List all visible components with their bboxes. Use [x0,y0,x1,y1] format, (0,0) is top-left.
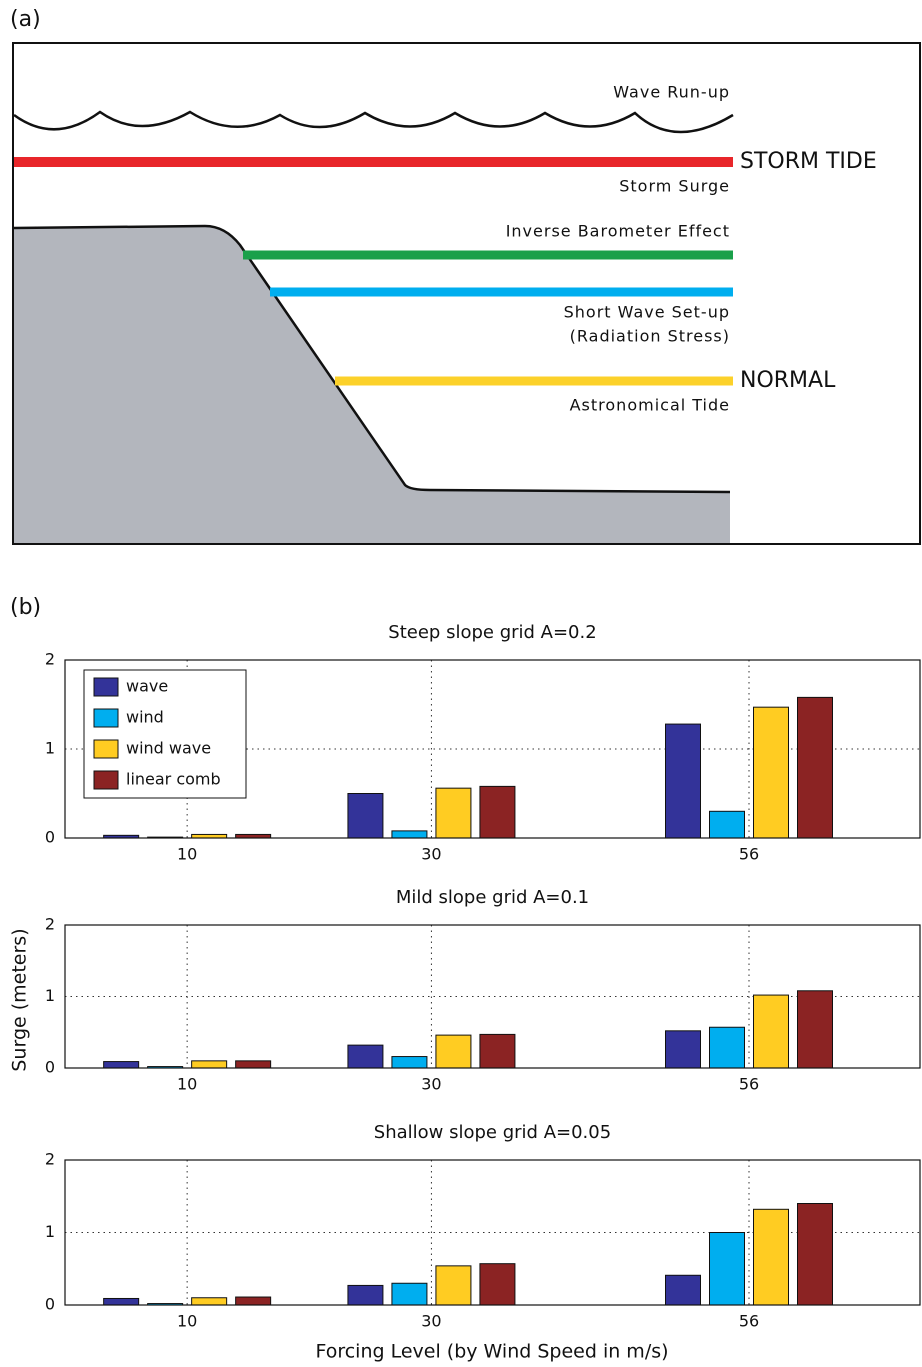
y-axis-label: Surge (meters) [9,928,31,1071]
level-text: Wave Run-up [613,83,730,102]
bar [392,1057,427,1068]
bar [192,1061,227,1068]
bar [480,786,515,838]
y-tick-label: 2 [45,1150,55,1169]
bar [436,788,471,838]
y-tick-label: 0 [45,828,55,847]
y-tick-label: 1 [45,1222,55,1241]
bar [754,995,789,1068]
bar [666,724,701,838]
legend-label: linear comb [126,770,221,789]
bar [392,1283,427,1305]
page: (a) STORM TIDE NORMAL Wave Run-up Storm … [0,0,922,1367]
panel-label: (a) [10,7,41,32]
legend-label: wind [126,708,164,727]
bar [710,1233,745,1306]
level-text: (Radiation Stress) [570,327,730,346]
bar [666,1275,701,1305]
y-tick-label: 1 [45,739,55,758]
y-tick-label: 2 [45,915,55,934]
chart-title: Shallow slope grid A=0.05 [374,1122,611,1143]
chart-title: Mild slope grid A=0.1 [396,887,589,908]
x-axis-label: Forcing Level (by Wind Speed in m/s) [315,1341,668,1363]
bar [798,697,833,838]
level-text: Short Wave Set-up [564,303,730,322]
legend-swatch [94,771,118,789]
x-tick-label: 10 [177,1075,197,1094]
bar [348,794,383,839]
bar [192,1298,227,1305]
y-tick-label: 1 [45,986,55,1005]
x-tick-label: 30 [421,1075,441,1094]
bar [666,1031,701,1068]
bar [392,831,427,838]
panel-label: (b) [10,595,41,620]
bar [348,1285,383,1305]
x-tick-label: 10 [177,1312,197,1331]
x-tick-label: 30 [421,1312,441,1331]
y-tick-label: 0 [45,1058,55,1077]
chart-title: Steep slope grid A=0.2 [388,622,596,643]
level-text: Storm Surge [619,177,730,196]
bar [236,1297,271,1305]
bar [436,1266,471,1305]
legend-label: wave [126,677,168,696]
bar [710,811,745,838]
level-label: STORM TIDE [740,149,877,174]
legend-label: wind wave [126,739,211,758]
x-tick-label: 10 [177,845,197,864]
bar [798,991,833,1068]
x-tick-label: 30 [421,845,441,864]
level-text: Inverse Barometer Effect [506,222,730,241]
figure: (a) STORM TIDE NORMAL Wave Run-up Storm … [0,0,922,1367]
level-label: NORMAL [740,368,836,393]
wave-line [14,112,733,132]
bar [104,1062,139,1068]
bar [710,1027,745,1068]
bar [754,1209,789,1305]
bar [480,1034,515,1068]
legend-swatch [94,709,118,727]
bar [236,1061,271,1068]
bar [798,1204,833,1306]
x-tick-label: 56 [739,1312,759,1331]
legend-swatch [94,678,118,696]
bar [348,1045,383,1068]
bar [436,1035,471,1068]
x-tick-label: 56 [739,1075,759,1094]
y-tick-label: 0 [45,1295,55,1314]
bar [104,1298,139,1305]
x-tick-label: 56 [739,845,759,864]
y-tick-label: 2 [45,650,55,669]
level-text: Astronomical Tide [570,396,730,415]
bar [754,707,789,838]
legend-swatch [94,740,118,758]
bar [480,1264,515,1305]
